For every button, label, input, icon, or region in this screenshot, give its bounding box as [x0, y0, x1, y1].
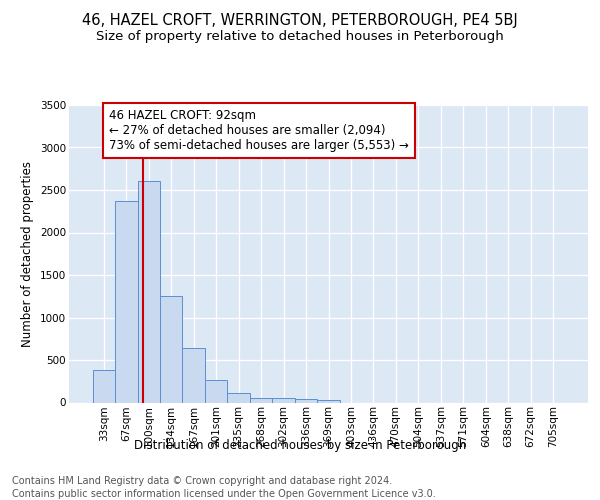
Bar	[272, 398, 295, 402]
Text: Size of property relative to detached houses in Peterborough: Size of property relative to detached ho…	[96, 30, 504, 43]
Bar	[295, 399, 317, 402]
Text: Distribution of detached houses by size in Peterborough: Distribution of detached houses by size …	[134, 440, 466, 452]
Bar	[227, 393, 250, 402]
Bar	[92, 370, 115, 402]
Bar	[205, 380, 227, 402]
Bar	[317, 400, 340, 402]
Bar	[115, 200, 137, 402]
Bar	[160, 296, 182, 403]
Bar	[137, 182, 160, 402]
Text: 46, HAZEL CROFT, WERRINGTON, PETERBOROUGH, PE4 5BJ: 46, HAZEL CROFT, WERRINGTON, PETERBOROUG…	[82, 12, 518, 28]
Bar	[250, 398, 272, 402]
Bar	[182, 348, 205, 403]
Text: Contains public sector information licensed under the Open Government Licence v3: Contains public sector information licen…	[12, 489, 436, 499]
Y-axis label: Number of detached properties: Number of detached properties	[22, 161, 34, 347]
Text: Contains HM Land Registry data © Crown copyright and database right 2024.: Contains HM Land Registry data © Crown c…	[12, 476, 392, 486]
Text: 46 HAZEL CROFT: 92sqm
← 27% of detached houses are smaller (2,094)
73% of semi-d: 46 HAZEL CROFT: 92sqm ← 27% of detached …	[109, 110, 409, 152]
